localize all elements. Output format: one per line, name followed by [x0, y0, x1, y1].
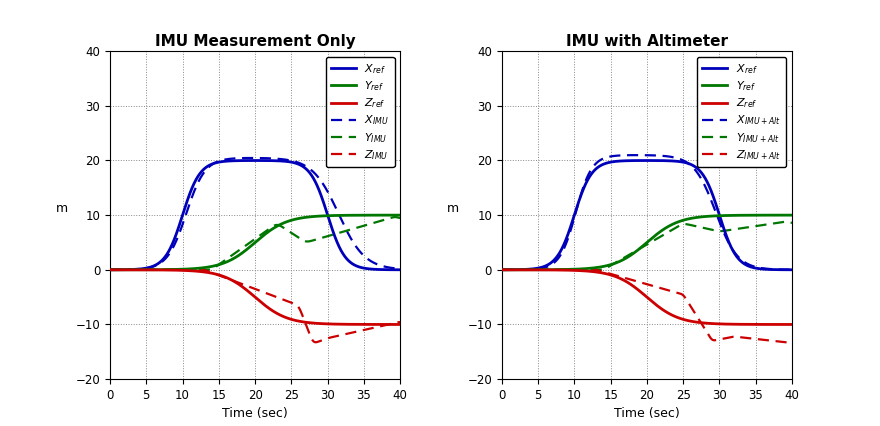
Y-axis label: m: m [447, 202, 459, 215]
X-axis label: Time (sec): Time (sec) [614, 407, 679, 420]
Y-axis label: m: m [55, 202, 68, 215]
Legend: $X_{ref}$, $Y_{ref}$, $Z_{ref}$, $X_{IMU+Alt}$, $Y_{IMU+Alt}$, $Z_{IMU+Alt}$: $X_{ref}$, $Y_{ref}$, $Z_{ref}$, $X_{IMU… [697, 57, 787, 167]
Legend: $X_{ref}$, $Y_{ref}$, $Z_{ref}$, $X_{IMU}$, $Y_{IMU}$, $Z_{IMU}$: $X_{ref}$, $Y_{ref}$, $Z_{ref}$, $X_{IMU… [326, 57, 394, 167]
Title: IMU with Altimeter: IMU with Altimeter [566, 34, 728, 49]
X-axis label: Time (sec): Time (sec) [223, 407, 288, 420]
Title: IMU Measurement Only: IMU Measurement Only [155, 34, 356, 49]
